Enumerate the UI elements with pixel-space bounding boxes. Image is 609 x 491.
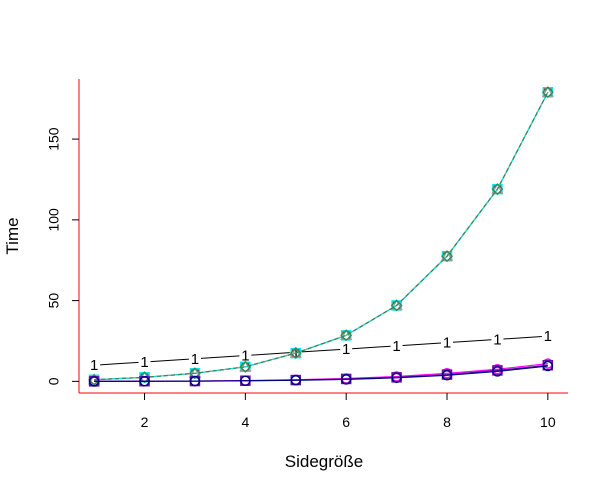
data-point — [139, 376, 150, 387]
x-tick-label: 2 — [141, 414, 149, 430]
data-point — [189, 375, 201, 387]
point-label: 1 — [90, 357, 98, 374]
data-point — [239, 360, 252, 373]
data-point — [240, 375, 251, 387]
point-label-background — [138, 352, 151, 370]
data-point — [289, 347, 302, 360]
y-tick-label: 0 — [46, 377, 62, 385]
point-label-background — [541, 327, 554, 345]
data-point — [491, 183, 504, 196]
y-tick-label: 100 — [46, 208, 62, 232]
point-label-background — [188, 349, 201, 367]
data-point — [340, 374, 352, 385]
x-tick-label: 8 — [443, 414, 451, 430]
data-point — [541, 85, 554, 97]
point-label: 1 — [392, 338, 400, 355]
point-label-background — [239, 346, 252, 364]
point-label-background — [390, 336, 403, 354]
x-axis-title: Sidegröße — [285, 452, 363, 471]
point-label: 1 — [241, 348, 249, 365]
y-tick-label: 150 — [46, 127, 62, 151]
data-point — [492, 366, 503, 377]
point-label-background — [340, 340, 353, 358]
data-point — [391, 372, 402, 384]
point-label-background — [88, 356, 101, 374]
x-tick-label: 10 — [540, 414, 556, 430]
series-line — [94, 335, 548, 366]
data-point — [340, 329, 353, 342]
data-point — [441, 369, 453, 381]
point-label: 1 — [191, 351, 199, 368]
data-point — [340, 328, 353, 340]
x-tick-label: 6 — [342, 414, 350, 430]
point-label: 1 — [544, 328, 552, 345]
data-point — [542, 360, 554, 372]
x-tick-label: 4 — [241, 414, 249, 430]
y-axis-title: Time — [3, 217, 22, 254]
data-point — [138, 371, 151, 384]
data-point — [541, 86, 554, 99]
series-line — [94, 365, 548, 382]
data-point — [390, 299, 403, 311]
y-tick-label: 50 — [46, 293, 62, 309]
data-point — [88, 376, 100, 387]
point-label-background — [441, 333, 454, 351]
data-point — [491, 182, 504, 194]
data-point — [441, 250, 453, 263]
point-label: 1 — [140, 354, 148, 371]
point-label: 1 — [443, 335, 451, 352]
series-line — [94, 91, 549, 381]
data-point — [290, 374, 302, 386]
data-point — [189, 367, 201, 380]
point-label: 1 — [342, 341, 350, 358]
point-label: 1 — [493, 331, 501, 348]
data-point — [440, 249, 454, 261]
point-label-background — [491, 330, 504, 348]
series-8 — [88, 360, 554, 387]
data-point — [390, 299, 403, 312]
